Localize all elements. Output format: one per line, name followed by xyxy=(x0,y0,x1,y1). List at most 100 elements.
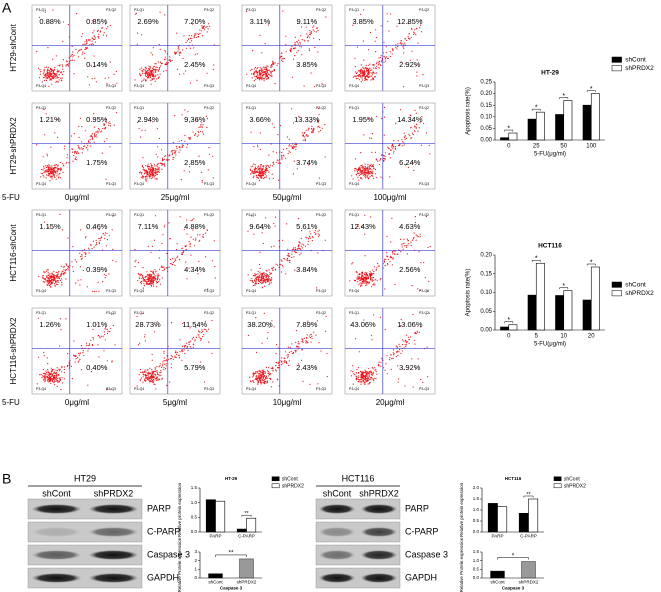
event-dot xyxy=(189,138,191,140)
event-dot xyxy=(208,25,210,27)
event-dot xyxy=(54,380,56,382)
event-dot xyxy=(358,70,360,72)
event-dot xyxy=(408,133,410,135)
event-dot xyxy=(78,147,80,149)
event-dot xyxy=(153,370,155,372)
event-dot xyxy=(254,169,256,171)
event-dot xyxy=(373,64,375,66)
event-dot xyxy=(355,72,358,75)
event-dot xyxy=(56,119,58,121)
event-dot xyxy=(368,168,370,170)
event-dot xyxy=(146,170,148,173)
event-dot xyxy=(49,166,51,168)
event-dot xyxy=(394,147,396,150)
event-dot xyxy=(49,273,51,275)
event-dot xyxy=(409,135,411,137)
event-dot xyxy=(295,330,297,332)
event-dot xyxy=(50,169,53,171)
event-dot xyxy=(68,65,70,67)
event-dot xyxy=(181,145,183,147)
event-dot xyxy=(275,343,278,346)
event-dot xyxy=(95,324,97,326)
event-dot xyxy=(95,134,97,136)
event-dot xyxy=(366,281,368,283)
event-dot xyxy=(306,135,308,137)
event-dot xyxy=(354,168,356,170)
event-dot xyxy=(145,177,147,179)
quadrant-percentage: 1.95% xyxy=(352,115,374,124)
event-dot xyxy=(178,355,180,357)
event-dot xyxy=(73,59,75,61)
event-dot xyxy=(255,372,257,374)
event-dot xyxy=(149,73,151,75)
bar xyxy=(521,561,536,579)
event-dot xyxy=(420,378,422,381)
event-dot xyxy=(368,382,371,384)
event-dot xyxy=(153,170,155,172)
quadrant-name: P3-Q2 xyxy=(316,213,326,217)
event-dot xyxy=(44,378,46,381)
event-dot xyxy=(261,75,263,77)
event-dot xyxy=(364,73,366,75)
event-dot xyxy=(55,73,57,75)
event-dot xyxy=(37,317,39,319)
event-dot xyxy=(149,169,152,171)
event-dot xyxy=(200,124,202,126)
event-dot xyxy=(143,285,145,287)
event-dot xyxy=(401,139,403,141)
event-dot xyxy=(53,369,55,371)
event-dot xyxy=(370,172,372,174)
event-dot xyxy=(273,68,275,71)
event-dot xyxy=(43,221,46,223)
event-dot xyxy=(410,241,412,243)
event-dot xyxy=(400,352,402,354)
quadrant-name: P3-Q4 xyxy=(134,387,144,391)
event-dot xyxy=(363,374,365,376)
event-dot xyxy=(254,75,256,77)
event-dot xyxy=(158,281,160,283)
event-dot xyxy=(285,157,287,159)
event-dot xyxy=(179,73,181,75)
event-dot xyxy=(80,258,82,260)
event-dot xyxy=(359,277,361,279)
event-dot xyxy=(367,281,369,283)
event-dot xyxy=(413,31,415,33)
event-dot xyxy=(194,32,196,35)
event-dot xyxy=(93,228,95,230)
event-dot xyxy=(423,261,425,264)
event-dot xyxy=(61,366,63,368)
event-dot xyxy=(197,234,199,236)
event-dot xyxy=(260,281,262,283)
event-dot xyxy=(307,320,309,322)
event-dot xyxy=(136,316,138,318)
event-dot xyxy=(101,152,103,154)
event-dot xyxy=(60,274,62,276)
event-dot xyxy=(281,260,283,262)
event-dot xyxy=(202,233,204,236)
event-dot xyxy=(147,163,149,165)
event-dot xyxy=(415,367,417,369)
event-dot xyxy=(104,339,106,341)
event-dot xyxy=(371,279,374,281)
event-dot xyxy=(302,341,304,343)
event-dot xyxy=(358,276,360,278)
event-dot xyxy=(379,163,381,166)
event-dot xyxy=(147,168,150,170)
event-dot xyxy=(263,275,265,277)
event-dot xyxy=(54,283,56,285)
event-dot xyxy=(92,344,94,347)
event-dot xyxy=(258,375,260,377)
event-dot xyxy=(60,167,62,169)
event-dot xyxy=(316,287,318,289)
event-dot xyxy=(150,270,152,272)
event-dot xyxy=(401,246,403,248)
event-dot xyxy=(147,276,149,278)
event-dot xyxy=(74,152,76,154)
event-dot xyxy=(169,258,172,261)
event-dot xyxy=(36,383,38,385)
event-dot xyxy=(103,331,105,333)
event-dot xyxy=(175,259,177,261)
event-dot xyxy=(59,213,61,215)
event-dot xyxy=(77,361,79,363)
event-dot xyxy=(206,330,208,332)
